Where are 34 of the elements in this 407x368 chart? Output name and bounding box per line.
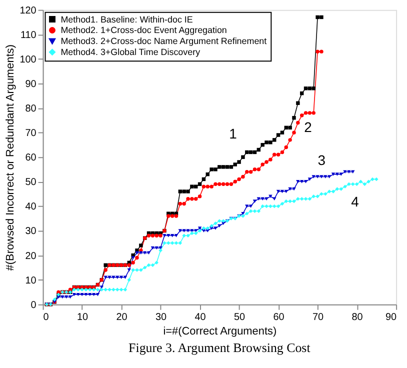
y-tick-label: 60 bbox=[25, 152, 37, 164]
x-tick-label: 80 bbox=[352, 312, 364, 323]
y-tick-label: 40 bbox=[25, 202, 37, 213]
x-tick-label: 30 bbox=[156, 312, 168, 323]
caption: Figure 3. Argument Browsing Cost bbox=[128, 340, 311, 356]
x-tick-label: 50 bbox=[234, 312, 246, 323]
y-tick-label: 110 bbox=[20, 30, 37, 41]
x-tick-label: 60 bbox=[273, 312, 285, 323]
x-tick-label: 0 bbox=[43, 312, 50, 323]
legend-label: Method1. Baseline: Within-doc IE bbox=[60, 14, 193, 24]
annotation: 4 bbox=[351, 193, 360, 210]
x-tick-label: 10 bbox=[77, 312, 89, 323]
y-tick-label: 70 bbox=[25, 128, 37, 140]
y-axis-title: #(Browsed Incorrect or Redundant Arguments) bbox=[4, 44, 17, 271]
y-tick-label: 0 bbox=[30, 300, 37, 311]
x-tick-label: 70 bbox=[312, 312, 324, 323]
y-tick-label: 100 bbox=[20, 54, 37, 66]
y-tick-label: 90 bbox=[25, 78, 37, 90]
legend-label: Method3. 2+Cross-doc Name Argument Refinement bbox=[60, 36, 268, 46]
x-axis-title: i=#(Correct Arguments) bbox=[163, 326, 277, 338]
y-tick-label: 30 bbox=[25, 226, 37, 238]
y-tick-label: 10 bbox=[25, 275, 37, 286]
x-tick-label: 40 bbox=[194, 312, 206, 323]
annotation: 3 bbox=[318, 152, 326, 168]
y-tick-label: 80 bbox=[25, 104, 37, 115]
legend-label: Method2. 1+Cross-doc Event Aggregation bbox=[60, 25, 227, 36]
annotation: 1 bbox=[229, 125, 238, 142]
x-tick-label: 90 bbox=[385, 312, 398, 323]
legend-label: Method4. 3+Global Time Discovery bbox=[60, 47, 201, 58]
annotation: 2 bbox=[304, 118, 312, 135]
y-tick-label: 120 bbox=[20, 5, 37, 16]
y-tick-label: 50 bbox=[25, 177, 37, 188]
x-tick-label: 20 bbox=[116, 312, 128, 323]
y-tick-label: 20 bbox=[25, 250, 37, 262]
